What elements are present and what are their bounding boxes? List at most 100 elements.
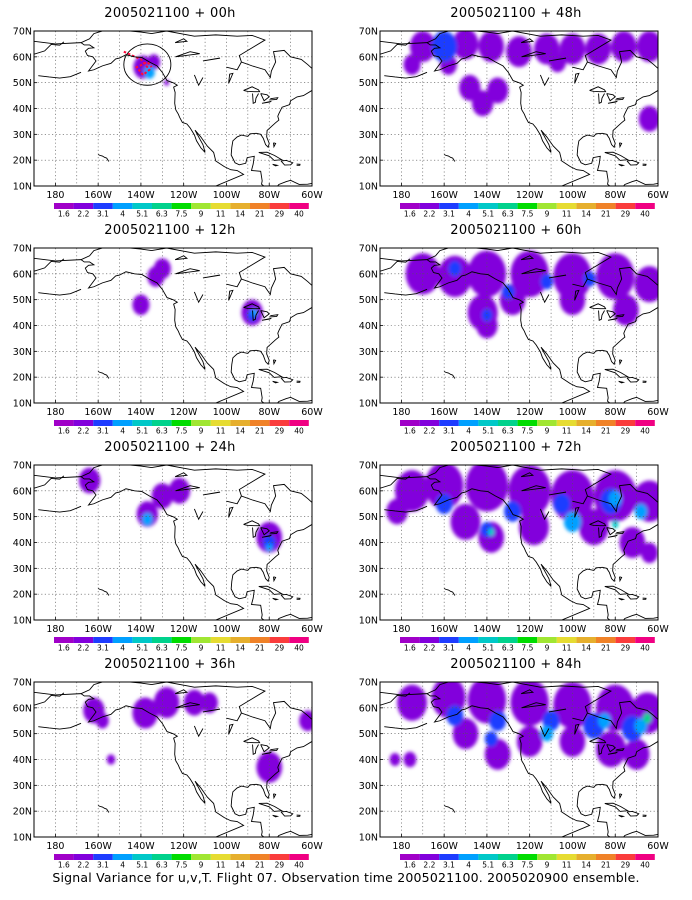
colorbar-swatch — [171, 854, 192, 860]
coastline — [228, 72, 234, 84]
x-tick-label: 80W — [604, 190, 626, 201]
coastline — [539, 725, 550, 738]
colorbar-label: 3.1 — [443, 644, 455, 653]
coastline — [572, 61, 588, 71]
y-tick-label: 10N — [13, 833, 32, 844]
x-tick-label: 120W — [170, 190, 198, 201]
variance-blob — [452, 718, 479, 750]
colorbar-label: 11 — [562, 427, 572, 436]
colorbar-label: 29 — [275, 210, 285, 219]
x-tick-label: 180 — [46, 407, 64, 418]
coastline — [615, 531, 625, 535]
variance-blob — [106, 754, 116, 765]
coastline — [243, 520, 261, 527]
colorbar-label: 14 — [581, 644, 591, 653]
colorbar-swatch — [112, 420, 133, 426]
colorbar-swatch — [439, 420, 459, 426]
x-tick-label: 160W — [84, 624, 112, 635]
colorbar-swatch — [615, 637, 636, 643]
coastline — [34, 41, 65, 55]
coastline — [548, 274, 567, 279]
colorbar-label: 9 — [199, 210, 204, 219]
panel-00h: 2005021100 + 00h 10N 20N 30N 40N 50N 60N 70N 18… — [0, 0, 340, 219]
x-tick-label: 160W — [430, 190, 458, 201]
y-tick-label: 20N — [13, 373, 32, 384]
colorbar-label: 21 — [255, 427, 265, 436]
map-plot: 10N 20N 30N 40N 50N 60N 70N 180 160W 140W 120W 100W… — [359, 461, 670, 653]
colorbar-label: 7.5 — [521, 861, 533, 870]
x-tick-label: 80W — [258, 190, 280, 201]
colorbar-swatch — [439, 854, 459, 860]
variance-blob — [563, 511, 582, 533]
coastline — [604, 368, 630, 378]
coastline — [380, 465, 658, 513]
colorbar-label: 1.6 — [404, 861, 416, 870]
colorbar-label: 9 — [199, 861, 204, 870]
colorbar-label: 6.3 — [156, 861, 168, 870]
y-tick-label: 30N — [13, 564, 32, 575]
y-tick-label: 60N — [359, 486, 378, 497]
variance-blob — [471, 90, 494, 117]
coastline — [97, 371, 110, 379]
coastline — [520, 472, 535, 478]
colorbar-swatch — [230, 637, 250, 643]
colorbar-label: 11 — [216, 644, 226, 653]
coastline — [34, 465, 312, 513]
coastline — [604, 151, 630, 161]
coastline — [380, 475, 411, 489]
coastline — [576, 90, 658, 186]
colorbar-label: 5.1 — [482, 427, 494, 436]
coastline — [607, 100, 618, 104]
coastline — [539, 74, 550, 87]
coastline — [572, 278, 588, 288]
colorbar-label: 9 — [545, 644, 550, 653]
x-tick-label: 60W — [647, 624, 669, 635]
coastline — [80, 42, 245, 186]
colorbar-label: 21 — [601, 644, 611, 653]
colorbar-swatch — [498, 637, 518, 643]
colorbar-swatch — [537, 203, 557, 209]
colorbar-swatch — [152, 203, 172, 209]
variance-blob — [598, 713, 611, 729]
colorbar-swatch — [596, 203, 616, 209]
coastline — [260, 93, 270, 102]
colorbar-label: 7.5 — [175, 644, 187, 653]
colorbar-label: 4 — [466, 427, 471, 436]
colorbar-swatch — [73, 203, 94, 209]
y-tick-label: 40N — [13, 755, 32, 766]
coastline — [548, 491, 567, 496]
x-tick-label: 60W — [647, 841, 669, 852]
colorbar-label: 9 — [199, 644, 204, 653]
coastline — [226, 712, 242, 722]
x-tick-label: 120W — [170, 624, 198, 635]
x-tick-label: 140W — [127, 841, 155, 852]
colorbar-label: 5.1 — [136, 861, 148, 870]
variance-blob — [489, 710, 507, 732]
colorbar-swatch — [269, 203, 290, 209]
colorbar-swatch — [576, 203, 596, 209]
coastline — [615, 97, 625, 101]
y-tick-label: 40N — [359, 755, 378, 766]
colorbar-label: 14 — [581, 427, 591, 436]
colorbar-swatch — [400, 203, 420, 209]
coastline — [258, 151, 284, 161]
panel-60h: 2005021100 + 60h 10N 20N 30N 40N 50N 60N 70N 18… — [346, 217, 686, 436]
colorbar-swatch — [132, 203, 152, 209]
x-tick-label: 100W — [213, 407, 241, 418]
coastline — [443, 371, 456, 379]
coastline — [606, 744, 616, 753]
x-tick-label: 160W — [84, 407, 112, 418]
coastline — [520, 689, 535, 695]
colorbar-label: 7.5 — [521, 210, 533, 219]
colorbar-label: 9 — [199, 427, 204, 436]
colorbar-swatch — [210, 203, 231, 209]
variance-blob — [634, 503, 648, 520]
coastline — [174, 472, 189, 478]
coastline — [175, 702, 200, 709]
y-tick-label: 50N — [13, 729, 32, 740]
y-tick-label: 30N — [13, 781, 32, 792]
coastline — [228, 506, 234, 518]
colorbar-label: 29 — [621, 644, 631, 653]
coastline — [258, 802, 284, 812]
coastline — [202, 274, 221, 279]
